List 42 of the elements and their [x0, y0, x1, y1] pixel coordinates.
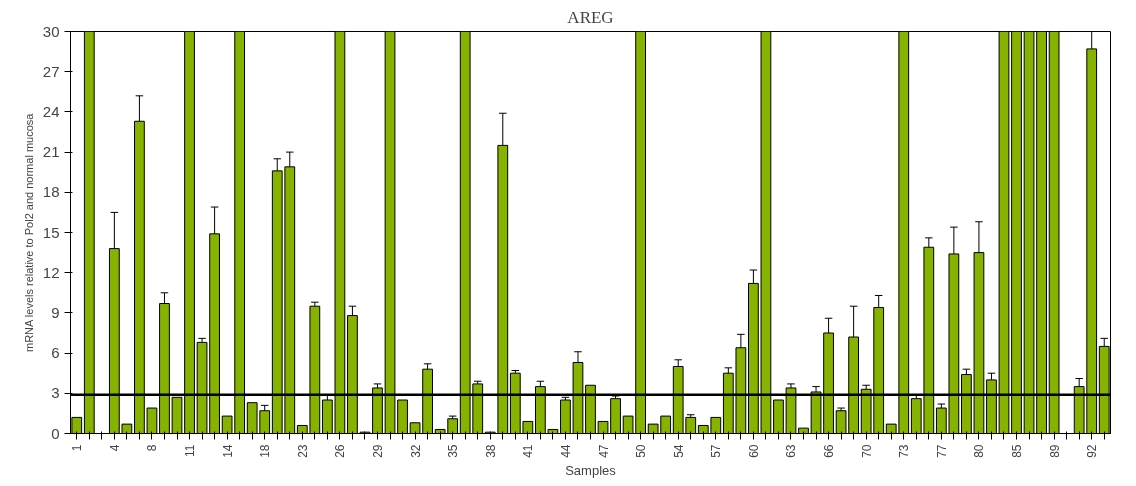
- x-tick-label: 44: [558, 444, 573, 458]
- y-tick-label: 30: [42, 22, 60, 40]
- y-tick-label: 21: [42, 143, 60, 161]
- x-tick-label: 63: [784, 444, 799, 458]
- x-tick-label: 73: [897, 444, 912, 458]
- x-tick-label: 50: [634, 444, 649, 458]
- x-tick-label: 57: [709, 444, 724, 458]
- x-tick-label: 47: [596, 444, 611, 458]
- x-tick-label: 1: [70, 444, 85, 452]
- x-tick-label: 26: [333, 444, 348, 458]
- y-tick-label: 24: [42, 102, 60, 120]
- x-tick-label: 80: [972, 444, 987, 458]
- x-tick-label: 4: [107, 444, 122, 452]
- x-tick-label: 54: [671, 444, 686, 458]
- x-tick-label: 41: [521, 444, 536, 458]
- y-axis-title: mRNA levels relative to Pol2 and normal mucosa: [22, 112, 35, 353]
- x-axis-title: Samples: [565, 462, 617, 478]
- x-tick-label: 60: [746, 444, 761, 458]
- y-tick-label: 15: [42, 223, 60, 241]
- x-tick-label: 70: [859, 444, 874, 458]
- y-tick-label: 6: [51, 344, 60, 362]
- y-tick-label: 18: [42, 183, 60, 201]
- x-tick-label: 38: [483, 444, 498, 458]
- y-tick-label: 12: [42, 263, 60, 281]
- x-tick-label: 32: [408, 444, 423, 458]
- x-tick-label: 23: [295, 444, 310, 458]
- x-tick-label: 35: [446, 444, 461, 458]
- x-tick-label: 89: [1047, 444, 1062, 458]
- x-tick-label: 85: [1010, 444, 1025, 458]
- x-tick-label: 92: [1085, 444, 1100, 458]
- y-tick-label: 3: [51, 384, 60, 402]
- x-tick-label: 77: [934, 444, 949, 458]
- x-tick-label: 8: [145, 444, 160, 452]
- x-tick-label: 14: [220, 444, 235, 458]
- x-tick-label: 29: [370, 444, 385, 458]
- x-tick-label: 66: [822, 444, 837, 458]
- y-tick-label: 27: [42, 62, 60, 80]
- x-tick-label: 11: [183, 444, 198, 457]
- chart-title: AREG: [567, 7, 614, 27]
- y-tick-label: 0: [51, 424, 60, 442]
- y-tick-label: 9: [51, 303, 60, 321]
- x-tick-label: 18: [258, 444, 273, 458]
